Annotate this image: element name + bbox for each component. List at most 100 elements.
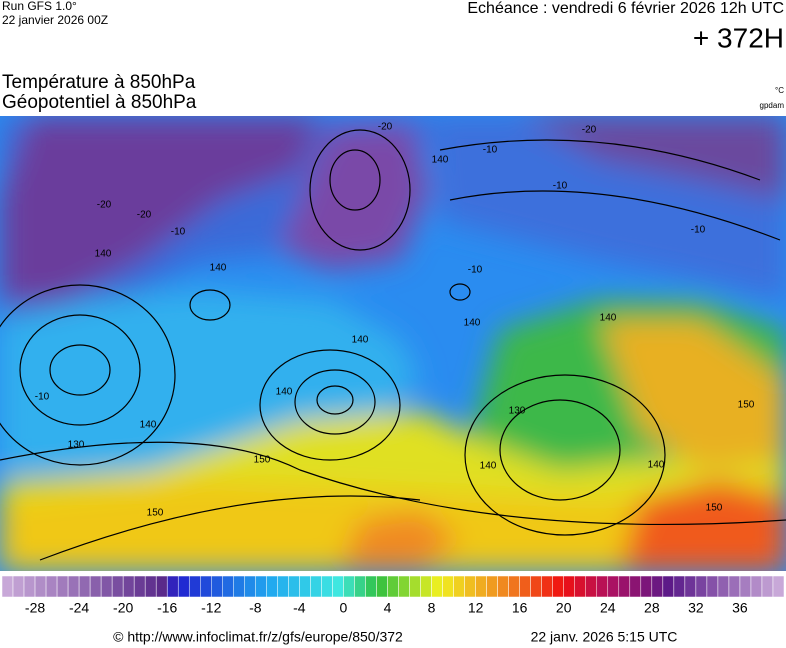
colorbar-swatch bbox=[607, 575, 620, 598]
colorbar-swatch bbox=[78, 575, 91, 598]
contour-label: 140 bbox=[95, 249, 112, 260]
contour-label: 130 bbox=[68, 440, 85, 451]
colorbar-swatch bbox=[695, 575, 708, 598]
colorbar-swatch bbox=[398, 575, 410, 598]
colorbar-swatch bbox=[706, 575, 719, 598]
colorbar-swatch bbox=[211, 575, 223, 598]
colorbar-swatch bbox=[453, 575, 465, 598]
contour-label: 140 bbox=[464, 318, 481, 329]
colorbar-swatch bbox=[519, 575, 531, 598]
colorbar-swatch bbox=[750, 575, 763, 598]
colorbar-swatch bbox=[23, 575, 36, 598]
colorbar-swatch bbox=[133, 575, 146, 598]
contour-label: 150 bbox=[706, 503, 723, 514]
colorbar-swatch bbox=[122, 575, 135, 598]
colorbar-swatch bbox=[200, 575, 212, 598]
contour-label: 130 bbox=[509, 406, 526, 417]
colorbar-swatch bbox=[464, 575, 476, 598]
colorbar-swatch bbox=[332, 575, 344, 598]
contour-label: 140 bbox=[432, 155, 449, 166]
contour-label: 140 bbox=[210, 263, 227, 274]
colorbar-swatch bbox=[365, 575, 377, 598]
colorbar-tick-label: -16 bbox=[157, 600, 177, 616]
colorbar-swatch bbox=[629, 575, 642, 598]
colorbar-swatch bbox=[717, 575, 730, 598]
geopotential-contours bbox=[0, 129, 786, 561]
contour-label: -20 bbox=[582, 125, 597, 136]
colorbar-tick-label: -8 bbox=[249, 600, 262, 616]
colorbar-swatch bbox=[497, 575, 509, 598]
colorbar-tick-label: -4 bbox=[293, 600, 306, 616]
colorbar-swatch bbox=[541, 575, 553, 598]
contour-label: -10 bbox=[35, 392, 50, 403]
colorbar-tick-label: 12 bbox=[468, 600, 484, 616]
run-label: Run GFS 1.0° bbox=[2, 0, 77, 13]
colorbar-tick-label: -20 bbox=[113, 600, 133, 616]
colorbar-swatch bbox=[233, 575, 245, 598]
unit-label: °C bbox=[775, 86, 784, 95]
colorbar-swatch bbox=[266, 575, 278, 598]
colorbar-swatch bbox=[166, 575, 179, 598]
colorbar-swatch bbox=[89, 575, 102, 598]
colorbar: -28 -24 -20 -16 -12 -8 -4 0 4 8 12 16 20 24 28 32 36 bbox=[1, 575, 785, 616]
colorbar-swatch bbox=[574, 575, 586, 598]
contour-label: 140 bbox=[600, 313, 617, 324]
colorbar-swatch bbox=[321, 575, 333, 598]
colorbar-swatch bbox=[45, 575, 58, 598]
colorbar-swatch bbox=[100, 575, 113, 598]
colorbar-swatch bbox=[651, 575, 664, 598]
colorbar-swatch bbox=[442, 575, 454, 598]
colorbar-swatch bbox=[288, 575, 300, 598]
colorbar-swatch bbox=[618, 575, 631, 598]
colorbar-swatch bbox=[662, 575, 675, 598]
contour-label: 150 bbox=[147, 508, 164, 519]
colorbar-swatch bbox=[508, 575, 520, 598]
contour-label: -20 bbox=[97, 200, 112, 211]
colorbar-swatch bbox=[56, 575, 69, 598]
colorbar-swatch bbox=[475, 575, 487, 598]
colorbar-swatch bbox=[222, 575, 234, 598]
colorbar-swatch bbox=[728, 575, 741, 598]
contour-labels: 140 130 140 150 150 140 140 140 140 130 140 140 140 1… bbox=[35, 122, 755, 519]
colorbar-tick-label: -24 bbox=[69, 600, 89, 616]
colorbar-tick-label: -12 bbox=[201, 600, 221, 616]
colorbar-swatch bbox=[684, 575, 697, 598]
contour-label: 140 bbox=[648, 460, 665, 471]
valid-time: Echéance : vendredi 6 février 2026 12h U… bbox=[467, 0, 784, 17]
colorbar-swatch bbox=[739, 575, 752, 598]
contour-label: 150 bbox=[254, 455, 271, 466]
colorbar-swatch bbox=[420, 575, 432, 598]
contour-label: -10 bbox=[468, 265, 483, 276]
colorbar-swatch bbox=[255, 575, 267, 598]
unit-label: gpdam bbox=[760, 101, 785, 110]
colorbar-swatch bbox=[772, 575, 785, 598]
contour-label: 140 bbox=[480, 461, 497, 472]
colorbar-swatch bbox=[144, 575, 157, 598]
colorbar-tick-label: 24 bbox=[600, 600, 616, 616]
contour-label: 150 bbox=[738, 400, 755, 411]
source-url: © http://www.infoclimat.fr/z/gfs/europe/… bbox=[113, 629, 403, 645]
colorbar-swatch bbox=[376, 575, 388, 598]
colorbar-tick-label: 32 bbox=[688, 600, 704, 616]
colorbar-swatch bbox=[12, 575, 25, 598]
colorbar-tick-label: 28 bbox=[644, 600, 660, 616]
colorbar-tick-label: 36 bbox=[732, 600, 748, 616]
colorbar-swatch bbox=[354, 575, 366, 598]
colorbar-tick-label: -28 bbox=[25, 600, 45, 616]
colorbar-swatch bbox=[277, 575, 289, 598]
contour-label: -10 bbox=[691, 225, 706, 236]
colorbar-tick-label: 20 bbox=[556, 600, 572, 616]
colorbar-swatch bbox=[585, 575, 598, 598]
colorbar-swatch bbox=[67, 575, 80, 598]
contour-label: -10 bbox=[553, 181, 568, 192]
colorbar-swatch bbox=[640, 575, 653, 598]
colorbar-swatch bbox=[409, 575, 421, 598]
colorbar-tick-label: 4 bbox=[384, 600, 392, 616]
colorbar-swatch bbox=[1, 575, 14, 598]
colorbar-swatch bbox=[177, 575, 190, 598]
field-title: Géopotentiel à 850hPa bbox=[2, 92, 197, 113]
colorbar-tick-label: 16 bbox=[512, 600, 528, 616]
colorbar-swatch bbox=[530, 575, 542, 598]
colorbar-swatch bbox=[552, 575, 564, 598]
colorbar-swatch bbox=[486, 575, 498, 598]
